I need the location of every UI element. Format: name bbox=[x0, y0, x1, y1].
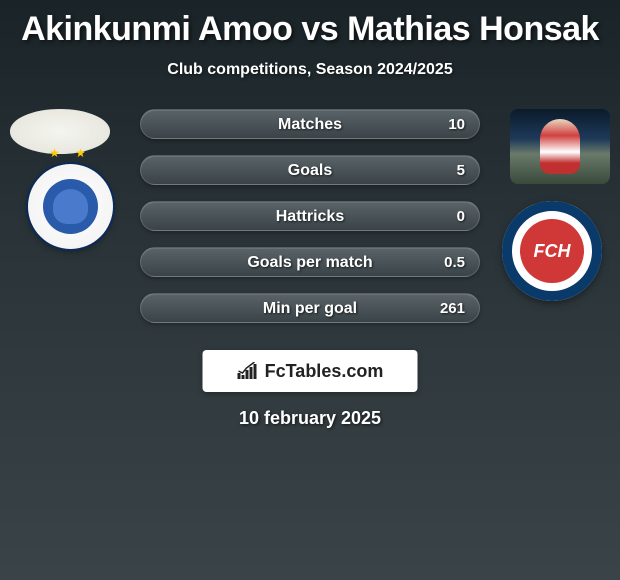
subtitle: Club competitions, Season 2024/2025 bbox=[0, 61, 620, 79]
stat-row-matches: Matches 10 bbox=[140, 109, 480, 139]
stat-row-goals: Goals 5 bbox=[140, 155, 480, 185]
stat-label: Goals bbox=[141, 156, 479, 184]
page-title: Akinkunmi Amoo vs Mathias Honsak bbox=[0, 0, 620, 49]
bar-chart-icon bbox=[237, 362, 259, 380]
stat-row-min-per-goal: Min per goal 261 bbox=[140, 293, 480, 323]
player-photo-right bbox=[510, 109, 610, 184]
date-label: 10 february 2025 bbox=[0, 408, 620, 429]
stat-value-right: 0.5 bbox=[444, 248, 465, 276]
stat-label: Hattricks bbox=[141, 202, 479, 230]
stat-value-right: 5 bbox=[457, 156, 465, 184]
club-badge-right: FCH bbox=[502, 201, 602, 301]
stat-value-right: 10 bbox=[448, 110, 465, 138]
stat-label: Min per goal bbox=[141, 294, 479, 322]
stat-value-right: 261 bbox=[440, 294, 465, 322]
star-icon: ★ ★ bbox=[49, 146, 92, 160]
club-right-short: FCH bbox=[520, 219, 584, 283]
branding-badge: FcTables.com bbox=[203, 350, 418, 392]
stats-list: Matches 10 Goals 5 Hattricks 0 Goals per… bbox=[140, 109, 480, 339]
stat-row-goals-per-match: Goals per match 0.5 bbox=[140, 247, 480, 277]
club-badge-left: ★ ★ bbox=[28, 164, 113, 249]
stat-label: Goals per match bbox=[141, 248, 479, 276]
stat-value-right: 0 bbox=[457, 202, 465, 230]
stat-label: Matches bbox=[141, 110, 479, 138]
branding-text: FcTables.com bbox=[265, 361, 384, 382]
stat-row-hattricks: Hattricks 0 bbox=[140, 201, 480, 231]
